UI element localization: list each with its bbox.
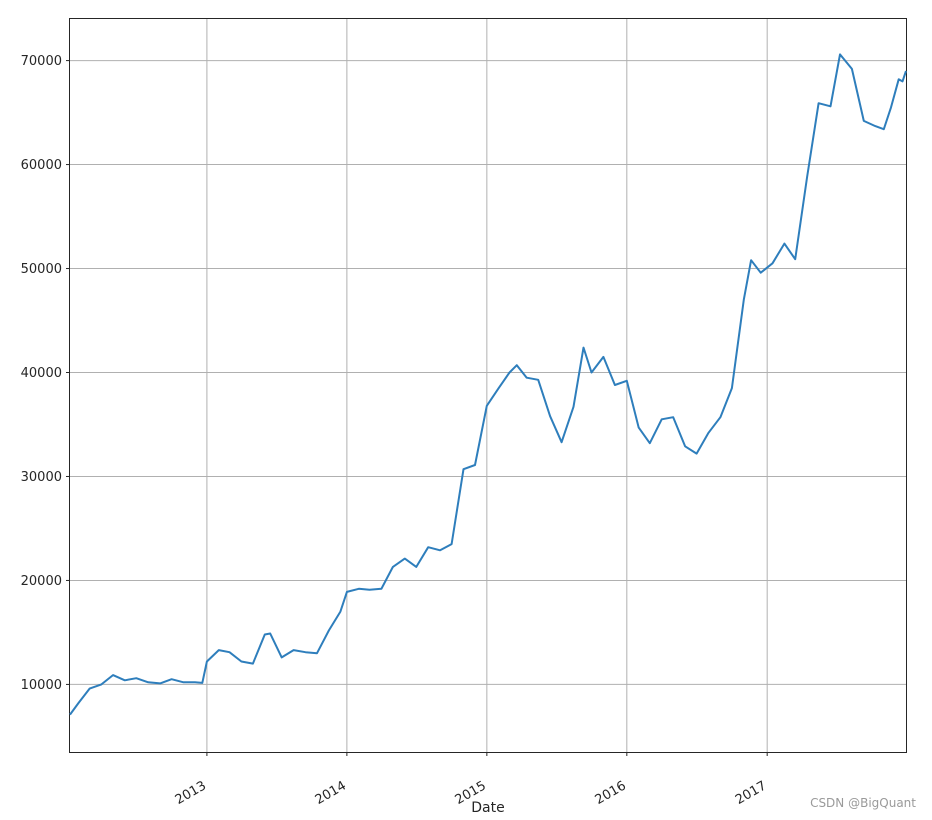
x-tick-label: 2014 bbox=[313, 778, 349, 808]
y-axis: 10000 20000 30000 40000 50000 60000 70000 bbox=[21, 54, 70, 693]
x-axis-label: Date bbox=[471, 800, 504, 816]
y-tick-label: 60000 bbox=[21, 158, 62, 173]
y-tick-label: 10000 bbox=[21, 678, 62, 693]
grid bbox=[70, 19, 906, 752]
series-group bbox=[69, 53, 907, 716]
y-tick-label: 70000 bbox=[21, 54, 62, 69]
series-line bbox=[69, 53, 907, 716]
y-tick-label: 20000 bbox=[21, 574, 62, 589]
x-tick-label: 2017 bbox=[733, 778, 769, 808]
watermark: CSDN @BigQuant bbox=[810, 796, 916, 810]
x-tick-label: 2016 bbox=[593, 778, 629, 808]
plot-frame bbox=[69, 18, 907, 753]
x-tick-label: 2013 bbox=[173, 778, 209, 808]
y-tick-label: 50000 bbox=[21, 262, 62, 277]
y-tick-label: 30000 bbox=[21, 470, 62, 485]
y-tick-label: 40000 bbox=[21, 366, 62, 381]
